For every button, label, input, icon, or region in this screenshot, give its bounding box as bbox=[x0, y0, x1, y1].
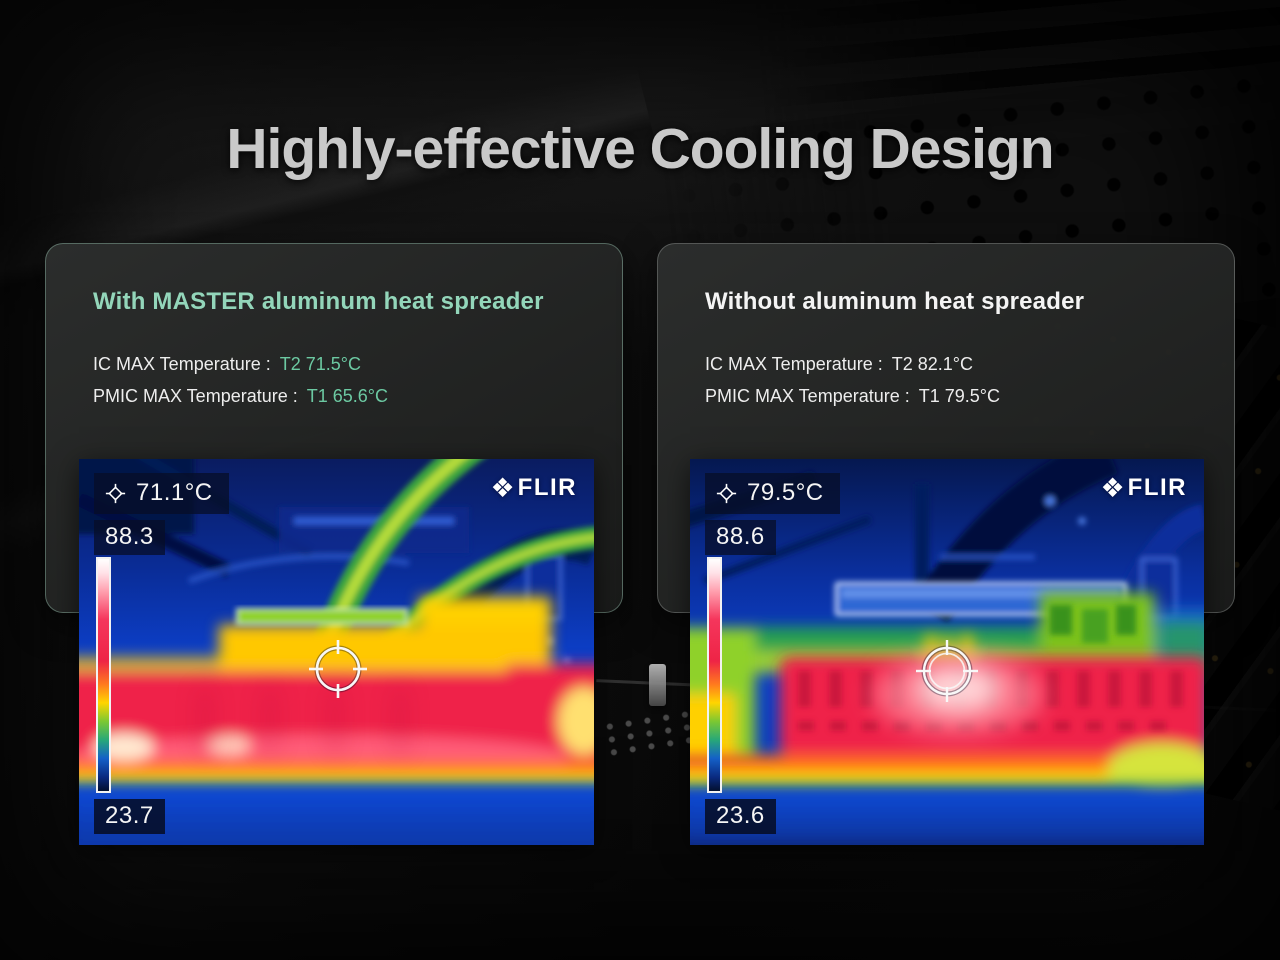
stat-value: T1 79.5°C bbox=[918, 386, 1000, 406]
stat-row: IC MAX Temperature : T2 82.1°C bbox=[705, 354, 1000, 375]
flir-logo-icon: ❖ bbox=[1100, 472, 1125, 503]
spot-temp-value: 71.1°C bbox=[136, 479, 213, 506]
page-title: Highly-effective Cooling Design bbox=[226, 117, 1054, 181]
panel-heading: Without aluminum heat spreader bbox=[705, 288, 1085, 315]
stat-value: T1 65.6°C bbox=[306, 386, 388, 406]
panel-stats: IC MAX Temperature : T2 82.1°C PMIC MAX … bbox=[705, 354, 1000, 407]
stat-label: PMIC MAX Temperature : bbox=[705, 386, 910, 406]
spot-meter-icon bbox=[716, 483, 737, 504]
flir-logo-text: FLIR bbox=[517, 474, 577, 501]
stat-row: IC MAX Temperature : T2 71.5°C bbox=[93, 354, 388, 375]
panel-stats: IC MAX Temperature : T2 71.5°C PMIC MAX … bbox=[93, 354, 388, 407]
thermal-scene bbox=[690, 459, 1204, 845]
thermal-scene bbox=[79, 459, 594, 845]
scale-max-label: 88.3 bbox=[94, 520, 165, 555]
flir-logo-icon: ❖ bbox=[490, 472, 515, 503]
flir-logo: ❖ FLIR bbox=[490, 474, 577, 502]
stat-value: T2 71.5°C bbox=[279, 354, 361, 374]
temperature-colorbar bbox=[707, 557, 722, 793]
thermal-image-without-heatspreader: 79.5°C 88.6 23.6 ❖ FLIR bbox=[690, 459, 1204, 845]
flir-logo: ❖ FLIR bbox=[1100, 474, 1187, 502]
spot-temp-readout: 71.1°C bbox=[94, 473, 229, 514]
scale-min-label: 23.7 bbox=[94, 799, 165, 834]
stat-row: PMIC MAX Temperature : T1 79.5°C bbox=[705, 386, 1000, 407]
stat-label: PMIC MAX Temperature : bbox=[93, 386, 298, 406]
stat-label: IC MAX Temperature : bbox=[93, 354, 271, 374]
spot-temp-value: 79.5°C bbox=[747, 479, 824, 506]
scale-min-label: 23.6 bbox=[705, 799, 776, 834]
temperature-colorbar bbox=[96, 557, 111, 793]
spot-temp-readout: 79.5°C bbox=[705, 473, 840, 514]
stat-value: T2 82.1°C bbox=[891, 354, 973, 374]
scale-max-label: 88.6 bbox=[705, 520, 776, 555]
stat-row: PMIC MAX Temperature : T1 65.6°C bbox=[93, 386, 388, 407]
stat-label: IC MAX Temperature : bbox=[705, 354, 883, 374]
thermal-image-with-heatspreader: 71.1°C 88.3 23.7 ❖ FLIR bbox=[79, 459, 594, 845]
background-dimm-latch bbox=[649, 664, 666, 706]
flir-logo-text: FLIR bbox=[1127, 474, 1187, 501]
panel-heading: With MASTER aluminum heat spreader bbox=[93, 288, 544, 315]
spot-meter-icon bbox=[105, 483, 126, 504]
